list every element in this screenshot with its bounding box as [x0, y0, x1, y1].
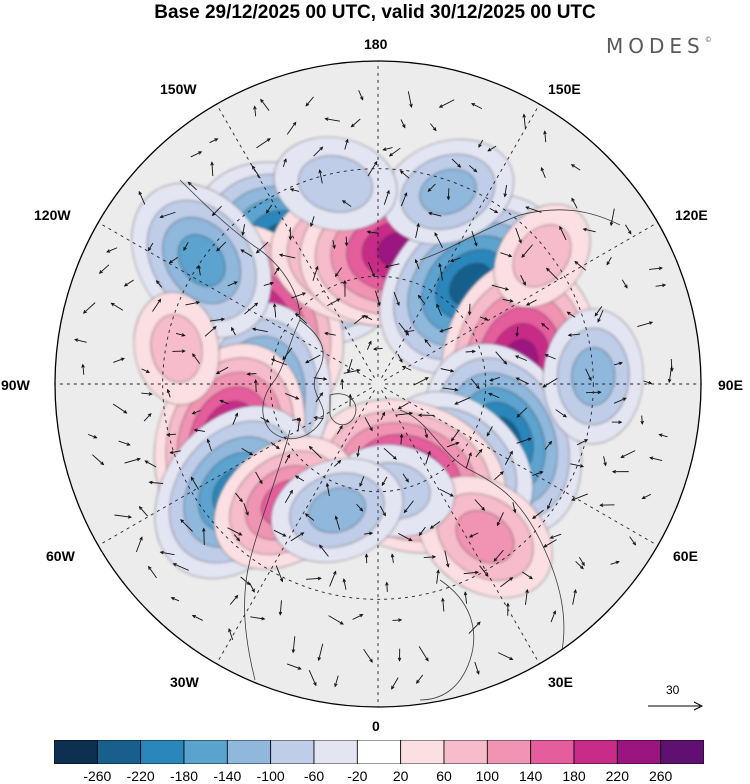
colorbar-tick-label: 260	[649, 768, 672, 784]
colorbar-swatch	[661, 740, 704, 764]
lon-label-120w: 120W	[34, 207, 71, 223]
colorbar-swatch	[227, 740, 270, 764]
colorbar-swatch	[487, 740, 530, 764]
colorbar-tick-label: -140	[213, 768, 241, 784]
polar-map	[0, 0, 750, 740]
colorbar-tick-label: -260	[83, 768, 111, 784]
colorbar-swatch	[184, 740, 227, 764]
colorbar-swatch	[141, 740, 184, 764]
colorbar-tick-label: 20	[393, 768, 409, 784]
colorbar-tick-label: 100	[476, 768, 499, 784]
lon-label-30w: 30W	[170, 674, 199, 690]
colorbar-tick-label: 140	[519, 768, 542, 784]
colorbar-swatch	[444, 740, 487, 764]
lon-label-0: 0	[372, 718, 380, 734]
colorbar-tick-label: -180	[170, 768, 198, 784]
lon-label-150w: 150W	[160, 81, 197, 97]
colorbar-tick-label: -20	[347, 768, 367, 784]
reference-vector-arrow	[646, 684, 706, 714]
lon-label-60e: 60E	[673, 548, 698, 564]
colorbar-swatch	[97, 740, 140, 764]
colorbar-swatch	[54, 740, 97, 764]
colorbar-swatch	[574, 740, 617, 764]
lon-label-180: 180	[364, 36, 387, 52]
colorbar-swatch	[401, 740, 444, 764]
colorbar-tick-label: -100	[257, 768, 285, 784]
lon-label-30e: 30E	[548, 674, 573, 690]
colorbar-tick-label: 180	[562, 768, 585, 784]
colorbar-swatch	[617, 740, 660, 764]
colorbar-swatch	[271, 740, 314, 764]
colorbar-swatch	[357, 740, 400, 764]
colorbar-swatch	[531, 740, 574, 764]
colorbar-tick-label: 60	[436, 768, 452, 784]
lon-label-120e: 120E	[675, 207, 708, 223]
colorbar-swatch	[314, 740, 357, 764]
colorbar	[54, 740, 704, 764]
colorbar-tick-label: -220	[127, 768, 155, 784]
lon-label-150e: 150E	[548, 81, 581, 97]
colorbar-tick-label: 220	[606, 768, 629, 784]
lon-label-60w: 60W	[46, 548, 75, 564]
lon-label-90e: 90E	[718, 377, 743, 393]
colorbar-tick-label: -60	[304, 768, 324, 784]
lon-label-90w: 90W	[1, 377, 30, 393]
